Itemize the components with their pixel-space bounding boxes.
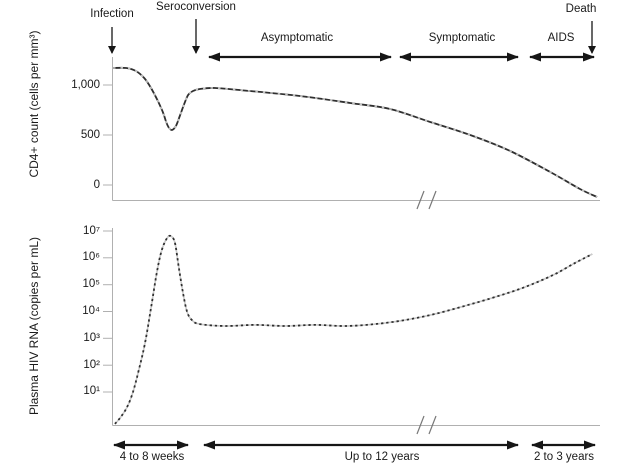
y-tick-label: 10¹ — [83, 385, 100, 398]
y-tick-label: 0 — [93, 178, 100, 191]
event-arrows — [108, 19, 596, 54]
y-tick-label: 500 — [80, 128, 100, 141]
bottom-panel-axes — [112, 228, 600, 426]
top-axis-break-icon — [416, 190, 425, 210]
symptomatic-phase-label: Symptomatic — [428, 32, 496, 44]
plot-dynamic-layer — [103, 66, 598, 425]
cd4-axis-title: CD4+ count (cells per mm³) — [27, 30, 41, 178]
seroconversion-label: Seroconversion — [156, 1, 236, 13]
axis-break-marks — [416, 190, 437, 435]
plasma-hiv-rna-curve-underlay — [114, 234, 593, 425]
y-tick-label: 10² — [83, 358, 100, 371]
acute-duration-label: 4 to 8 weeks — [119, 451, 185, 463]
asymptomatic-phase-label: Asymptomatic — [260, 32, 334, 44]
bottom-axis-break-icon — [416, 415, 425, 435]
top-axis-break-icon — [428, 190, 437, 210]
aids-phase-label: AIDS — [547, 32, 575, 44]
infection-label: Infection — [90, 8, 134, 20]
bottom-axis-break-icon — [428, 415, 437, 435]
y-tick-label: 10⁵ — [82, 278, 100, 291]
y-tick-label: 10³ — [83, 331, 100, 344]
top-panel-axes — [112, 57, 600, 201]
rna-axis-title: Plasma HIV RNA (copies per mL) — [27, 236, 41, 416]
cd4-count-curve — [112, 66, 598, 198]
y-tick-label: 10⁷ — [83, 224, 100, 237]
plasma-hiv-rna-curve — [114, 234, 593, 425]
y-tick-label: 10⁶ — [82, 251, 100, 264]
cd4-count-curve-highlight — [112, 66, 598, 198]
y-tick-label: 10⁴ — [82, 305, 100, 317]
death-label: Death — [565, 3, 597, 15]
late-duration-label: 2 to 3 years — [533, 451, 595, 463]
chronic-duration-label: Up to 12 years — [344, 451, 420, 463]
y-tick-label: 1,000 — [71, 78, 100, 91]
